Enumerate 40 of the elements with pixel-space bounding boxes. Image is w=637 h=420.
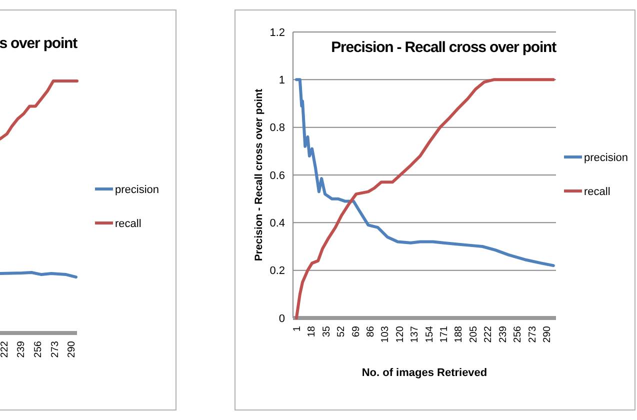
x-tick-label: 69 bbox=[350, 326, 362, 338]
y-tick-label: 0.6 bbox=[270, 170, 285, 182]
x-tick-label: 137 bbox=[410, 326, 421, 343]
x-tick-label: 120 bbox=[394, 326, 406, 343]
x-tick-label: 290 bbox=[66, 340, 78, 358]
y-tick-label: 0.8 bbox=[270, 122, 285, 134]
x-tick-label: 35 bbox=[321, 326, 332, 338]
line-series bbox=[294, 78, 555, 268]
x-tick-label: 154 bbox=[424, 326, 436, 343]
x-tick-label: 205 bbox=[468, 326, 480, 343]
x-tick-label: 239 bbox=[16, 340, 28, 358]
legend-label: recall bbox=[115, 218, 142, 230]
line-series bbox=[294, 78, 555, 320]
x-tick-label: 52 bbox=[336, 326, 348, 338]
text: Precision - Recall cross over point bbox=[331, 39, 557, 56]
y-tick-label: 0.4 bbox=[270, 218, 285, 230]
legend-label: recall bbox=[584, 186, 610, 198]
x-tick-label: 18 bbox=[306, 326, 318, 338]
y-tick-label: 1.2 bbox=[270, 26, 285, 39]
x-tick-label: 103 bbox=[380, 326, 392, 343]
x-tick-label: 273 bbox=[527, 326, 538, 343]
x-tick-label: 256 bbox=[512, 326, 524, 343]
y-axis-title: Precision - Recall cross over point bbox=[253, 88, 265, 262]
y-tick-label: 1 bbox=[278, 74, 285, 87]
y-tick-label: 0 bbox=[278, 312, 285, 325]
legend-label: precision bbox=[584, 152, 628, 164]
x-tick-label: 239 bbox=[498, 326, 509, 343]
x-tick-label: 86 bbox=[365, 326, 376, 338]
x-tick-label: 273 bbox=[50, 340, 61, 358]
x-tick-label: 1 bbox=[292, 326, 303, 332]
x-axis-title: No. of images Retrieved bbox=[362, 367, 488, 379]
legend-label: precision bbox=[115, 184, 160, 196]
chart-title: s over point bbox=[0, 35, 78, 52]
y-tick-label: 0.2 bbox=[270, 265, 285, 278]
x-tick-label: 222 bbox=[0, 340, 10, 358]
x-tick-label: 171 bbox=[439, 326, 450, 343]
x-tick-label: 290 bbox=[542, 326, 553, 343]
x-tick-label: 256 bbox=[33, 340, 44, 358]
x-tick-label: 188 bbox=[454, 326, 465, 343]
x-tick-label: 222 bbox=[483, 326, 494, 343]
